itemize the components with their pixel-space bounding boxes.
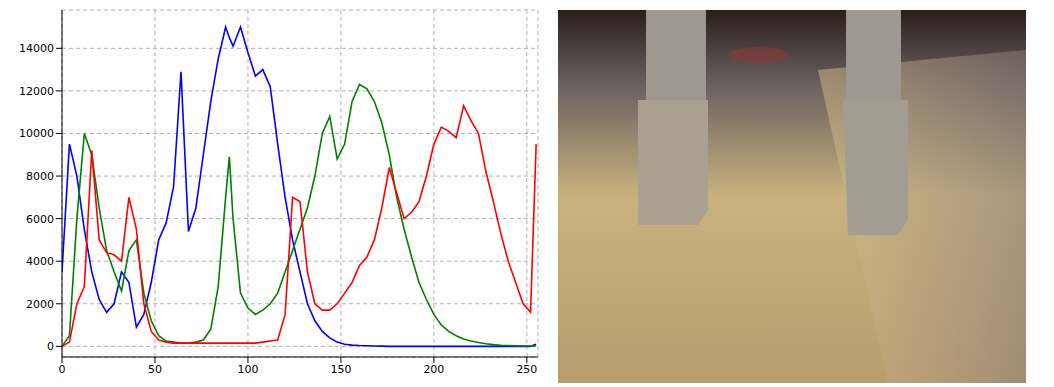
svg-text:8000: 8000 bbox=[26, 170, 54, 183]
svg-text:0: 0 bbox=[59, 363, 66, 376]
svg-text:4000: 4000 bbox=[26, 255, 54, 268]
svg-text:100: 100 bbox=[237, 363, 258, 376]
svg-text:14000: 14000 bbox=[19, 42, 54, 55]
svg-text:250: 250 bbox=[516, 363, 537, 376]
svg-text:0: 0 bbox=[47, 340, 54, 353]
svg-text:200: 200 bbox=[423, 363, 444, 376]
svg-text:10000: 10000 bbox=[19, 127, 54, 140]
svg-text:150: 150 bbox=[330, 363, 351, 376]
svg-text:50: 50 bbox=[148, 363, 162, 376]
svg-text:12000: 12000 bbox=[19, 85, 54, 98]
svg-text:6000: 6000 bbox=[26, 213, 54, 226]
svg-text:2000: 2000 bbox=[26, 298, 54, 311]
